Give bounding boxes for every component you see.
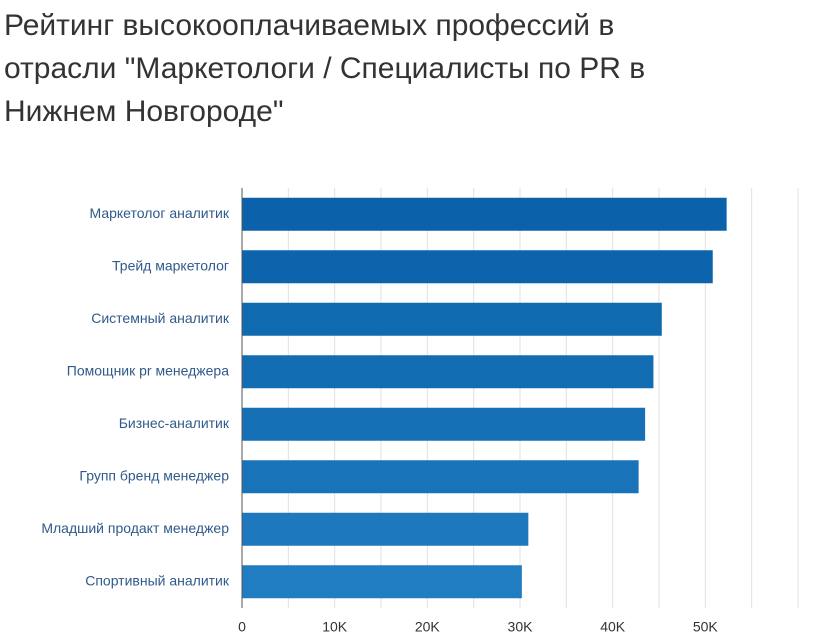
- y-tick-label: Младший продакт менеджер: [41, 520, 229, 536]
- bar: [242, 460, 639, 494]
- y-tick-label: Спортивный аналитик: [85, 572, 230, 588]
- chart-title: Рейтинг высокооплачиваемых профессий в о…: [4, 9, 646, 128]
- bar: [242, 407, 646, 441]
- y-tick-label: Системный аналитик: [91, 310, 230, 326]
- y-tick-label: Маркетолог аналитик: [90, 205, 230, 221]
- y-tick-label: Групп бренд менеджер: [79, 467, 229, 483]
- bar: [242, 197, 727, 231]
- y-tick-label: Трейд маркетолог: [112, 257, 229, 273]
- bar: [242, 565, 522, 599]
- x-tick-label: 30K: [508, 619, 534, 635]
- x-tick-label: 20K: [415, 619, 441, 635]
- x-tick-label: 10K: [322, 619, 348, 635]
- bar: [242, 355, 654, 389]
- y-tick-label: Бизнес-аналитик: [119, 415, 230, 431]
- x-tick-label: 40K: [600, 619, 626, 635]
- x-tick-label: 0: [238, 619, 246, 635]
- bar: [242, 250, 713, 284]
- bar: [242, 302, 662, 336]
- bar: [242, 512, 529, 546]
- x-tick-label: 50K: [693, 619, 719, 635]
- y-tick-label: Помощник pr менеджера: [67, 362, 229, 378]
